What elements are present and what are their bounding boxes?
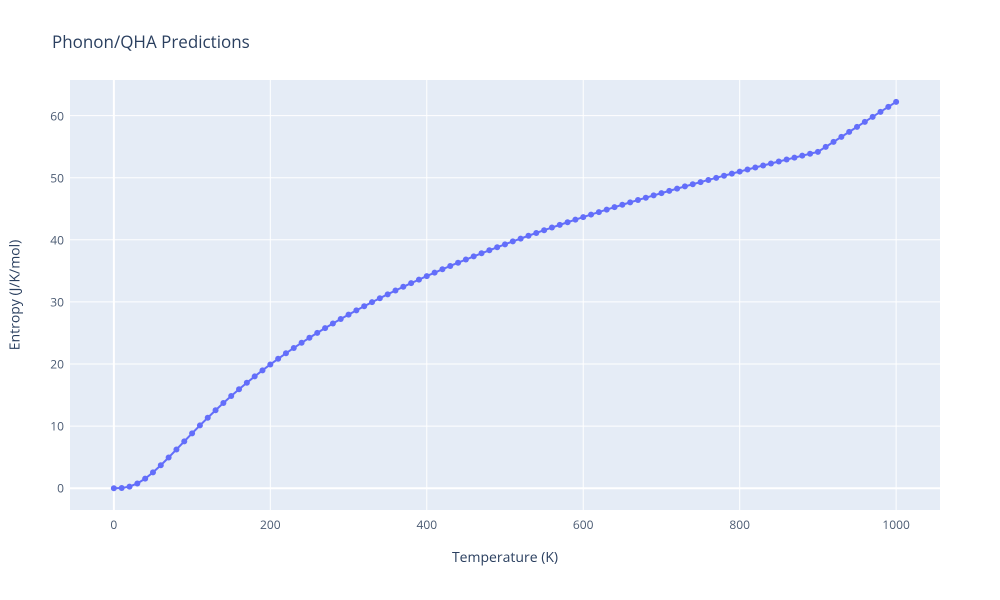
x-axis-label: Temperature (K) (452, 548, 558, 567)
chart-svg (70, 80, 940, 510)
x-tick-label: 200 (260, 516, 281, 533)
y-tick-label: 10 (42, 418, 64, 435)
y-axis-label: Entropy (J/K/mol) (6, 240, 25, 351)
y-tick-label: 50 (42, 169, 64, 186)
y-tick-label: 30 (42, 293, 64, 310)
chart-container: { "chart": { "type": "line", "title": "P… (0, 0, 1000, 600)
y-tick-label: 60 (42, 107, 64, 124)
y-tick-label: 20 (42, 355, 64, 372)
x-tick-label: 400 (416, 516, 437, 533)
x-tick-label: 0 (110, 516, 117, 533)
x-tick-label: 800 (729, 516, 750, 533)
x-tick-label: 600 (573, 516, 594, 533)
plot-area[interactable] (70, 80, 940, 510)
chart-title: Phonon/QHA Predictions (52, 30, 250, 53)
y-tick-label: 0 (42, 480, 64, 497)
x-tick-label: 1000 (882, 516, 909, 533)
y-tick-label: 40 (42, 231, 64, 248)
